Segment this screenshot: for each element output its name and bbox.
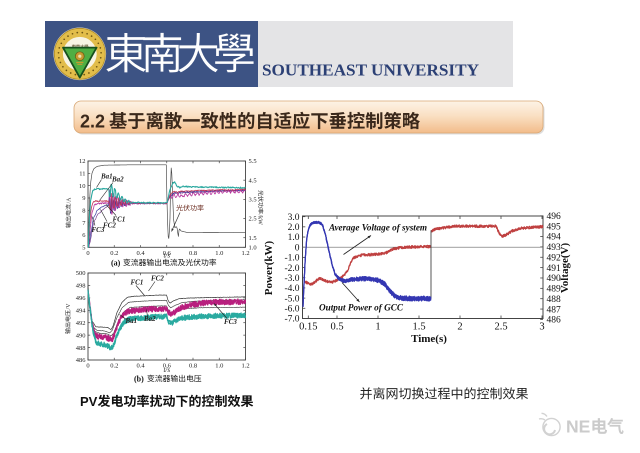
svg-text:496: 496 (76, 295, 87, 302)
svg-text:-5.0: -5.0 (284, 294, 299, 304)
svg-text:FC3: FC3 (224, 318, 237, 326)
svg-text:500: 500 (76, 270, 86, 277)
svg-text:1.0: 1.0 (288, 233, 300, 243)
svg-text:496: 496 (547, 212, 562, 222)
svg-text:FC1: FC1 (131, 278, 144, 286)
svg-text:2.0: 2.0 (288, 223, 300, 233)
svg-text:-3.0: -3.0 (284, 274, 299, 284)
svg-text:498: 498 (76, 283, 86, 290)
svg-text:3: 3 (539, 322, 544, 333)
svg-text:0: 0 (295, 243, 300, 253)
svg-text:2: 2 (457, 322, 462, 333)
svg-text:0.5: 0.5 (330, 322, 343, 333)
svg-text:494: 494 (547, 233, 562, 243)
svg-text:2.2: 2.2 (80, 112, 105, 132)
svg-text:488: 488 (547, 295, 562, 305)
svg-text:Ba2: Ba2 (143, 315, 156, 323)
svg-text:0.4: 0.4 (136, 250, 145, 257)
svg-text:10: 10 (79, 183, 86, 190)
svg-text:4.5: 4.5 (249, 177, 257, 184)
svg-text:SOUTHEAST UNIVERSITY: SOUTHEAST UNIVERSITY (262, 61, 480, 80)
svg-text:FC1: FC1 (113, 216, 126, 224)
svg-text:Time(s): Time(s) (411, 333, 447, 345)
svg-text:0.8: 0.8 (189, 250, 197, 257)
svg-text:t/s: t/s (163, 366, 170, 374)
svg-text:Ba2: Ba2 (111, 176, 124, 184)
svg-text:0.6: 0.6 (163, 250, 172, 257)
svg-text:2.5: 2.5 (494, 322, 507, 333)
svg-text:7: 7 (82, 220, 86, 227)
svg-text:0.2: 0.2 (110, 250, 118, 257)
svg-text:Ba1: Ba1 (100, 173, 113, 181)
svg-text:1.2: 1.2 (241, 363, 249, 370)
svg-text:9: 9 (82, 195, 85, 202)
svg-text:-1.0: -1.0 (284, 254, 299, 264)
svg-text:Output Power of GCC: Output Power of GCC (319, 302, 404, 312)
svg-text:1.0: 1.0 (249, 245, 257, 252)
svg-text:1.0: 1.0 (215, 250, 223, 257)
svg-text:1.5: 1.5 (249, 235, 257, 242)
svg-text:490: 490 (547, 274, 562, 284)
svg-text:487: 487 (547, 305, 562, 315)
svg-text:FC2: FC2 (103, 222, 116, 230)
svg-text:NE: NE (566, 417, 590, 437)
svg-text:Power(kW): Power(kW) (263, 240, 275, 295)
svg-text:489: 489 (547, 285, 562, 295)
svg-text:Voltage(V): Voltage(V) (559, 243, 571, 294)
svg-text:-6.0: -6.0 (284, 304, 299, 314)
svg-text:Average Voltage of system: Average Voltage of system (328, 222, 427, 232)
svg-text:486: 486 (76, 357, 87, 364)
svg-text:493: 493 (547, 243, 562, 253)
svg-text:488: 488 (76, 345, 86, 352)
svg-text:1: 1 (375, 322, 380, 333)
svg-text:492: 492 (76, 320, 86, 327)
svg-text:(a): (a) (111, 258, 121, 267)
svg-text:0.2: 0.2 (110, 363, 118, 370)
svg-text:494: 494 (76, 307, 87, 314)
svg-text:0.15: 0.15 (299, 322, 317, 333)
svg-text:491: 491 (547, 264, 562, 274)
svg-text:1.2: 1.2 (241, 250, 249, 257)
svg-text:t/s: t/s (163, 251, 170, 259)
svg-text:486: 486 (547, 316, 562, 326)
svg-text:/kW: /kW (257, 215, 263, 226)
svg-text:1.0: 1.0 (215, 363, 223, 370)
svg-text:0.6: 0.6 (163, 363, 172, 370)
svg-text:12: 12 (79, 158, 86, 165)
svg-text:0: 0 (86, 250, 89, 257)
svg-text:5: 5 (82, 245, 85, 252)
svg-text:2.5: 2.5 (249, 216, 257, 223)
svg-text:490: 490 (76, 332, 86, 339)
svg-text:/V: /V (66, 303, 72, 310)
svg-text:0.4: 0.4 (136, 363, 145, 370)
svg-text:3.0: 3.0 (288, 213, 300, 223)
svg-text:11: 11 (79, 171, 85, 178)
svg-text:/A: /A (67, 197, 73, 204)
svg-text:-2.0: -2.0 (284, 264, 299, 274)
svg-text:-4.0: -4.0 (284, 284, 299, 294)
svg-text:-7.0: -7.0 (284, 315, 299, 325)
svg-text:(b): (b) (134, 374, 144, 383)
svg-text:3.5: 3.5 (249, 197, 257, 204)
svg-text:FC3: FC3 (92, 226, 105, 234)
svg-text:1.5: 1.5 (412, 322, 425, 333)
svg-text:0: 0 (86, 363, 89, 370)
svg-text:495: 495 (547, 222, 562, 232)
svg-text:0.8: 0.8 (189, 363, 197, 370)
svg-text:5.5: 5.5 (249, 158, 257, 165)
svg-text:Ba1: Ba1 (125, 317, 138, 325)
svg-text:8: 8 (82, 208, 85, 215)
svg-text:FC2: FC2 (151, 274, 164, 282)
svg-text:6: 6 (82, 232, 86, 239)
svg-text:PV: PV (80, 394, 98, 409)
svg-text:492: 492 (547, 253, 562, 263)
